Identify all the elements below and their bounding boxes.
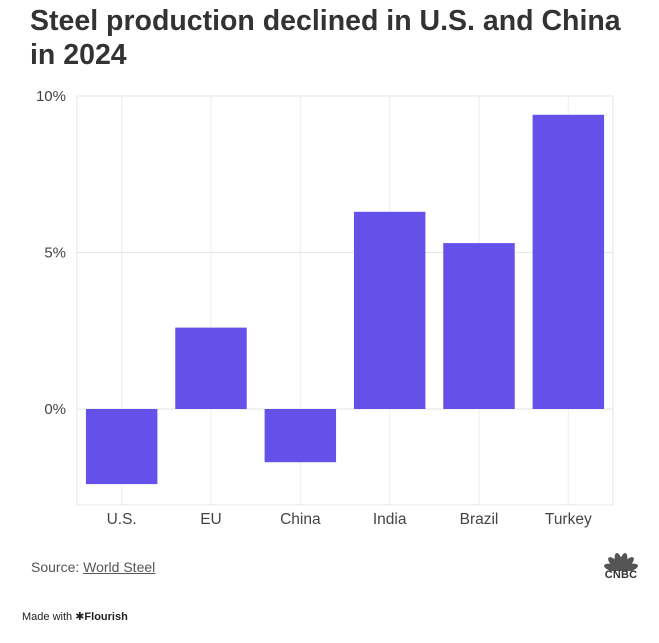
- bar-india[interactable]: [353, 211, 426, 409]
- bar-china[interactable]: [264, 409, 337, 463]
- x-tick-label: India: [373, 511, 407, 528]
- bar-eu[interactable]: [175, 327, 247, 409]
- peacock-icon: [604, 553, 638, 572]
- source-prefix: Source:: [31, 559, 80, 575]
- x-tick-label: Turkey: [545, 511, 592, 528]
- peacock-feather: [620, 563, 638, 572]
- x-axis-labels: U.S. EU China India Brazil Turkey: [107, 511, 592, 528]
- x-tick-label: China: [280, 511, 321, 528]
- bar-chart: 0% 5% 10% U.S. EU China India Brazil Turkey: [36, 88, 614, 528]
- chart-title: Steel production declined in U.S. and Ch…: [30, 5, 621, 71]
- flourish-brand: Flourish: [84, 611, 128, 623]
- flourish-star-icon: ✱: [75, 611, 85, 623]
- logo-text: CNBC: [604, 569, 638, 581]
- made-with-flourish[interactable]: Made with ✱Flourish: [22, 610, 128, 623]
- x-tick-label: U.S.: [107, 511, 137, 528]
- x-tick-label: Brazil: [460, 511, 499, 528]
- bar-brazil[interactable]: [443, 243, 515, 409]
- y-axis-labels: 0% 5% 10%: [36, 88, 66, 418]
- bars: [85, 114, 605, 485]
- y-tick-label: 5%: [44, 245, 66, 262]
- bar-us[interactable]: [85, 409, 158, 485]
- bar-turkey[interactable]: [532, 114, 605, 409]
- source-link[interactable]: World Steel: [83, 559, 156, 575]
- made-with-label: Made with: [22, 611, 73, 623]
- y-tick-label: 10%: [36, 88, 66, 105]
- cnbc-logo: CNBC: [601, 549, 641, 581]
- source-note: Source: World Steel: [31, 559, 155, 575]
- x-tick-label: EU: [200, 511, 222, 528]
- y-tick-label: 0%: [44, 401, 66, 418]
